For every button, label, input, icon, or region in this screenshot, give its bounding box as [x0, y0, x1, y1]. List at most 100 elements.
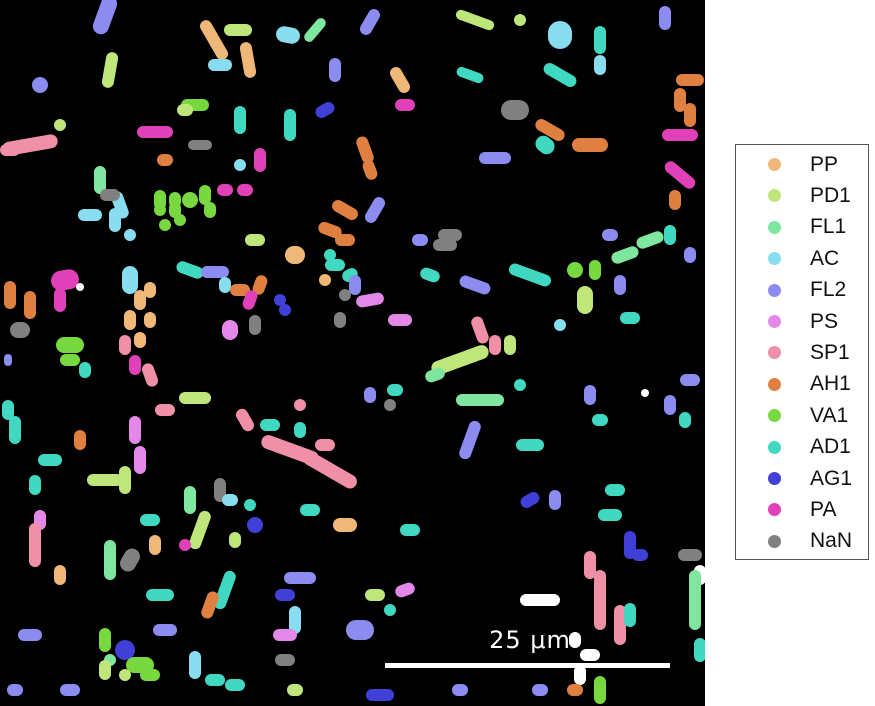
cell-segment — [334, 312, 346, 328]
cell-segment — [479, 152, 511, 164]
cell-segment — [76, 283, 84, 291]
cell-segment — [294, 399, 306, 411]
cell-segment — [390, 67, 410, 93]
legend-item-fl2: FL2 — [736, 275, 870, 306]
cell-segment — [200, 20, 228, 60]
cell-segment — [236, 408, 254, 432]
cell-segment — [680, 374, 700, 386]
cell-segment — [254, 148, 266, 172]
cell-segment — [489, 335, 501, 355]
cell-segment — [567, 684, 583, 696]
cell-segment — [520, 492, 540, 508]
cell-segment — [124, 310, 136, 330]
legend-label: PD1 — [810, 183, 851, 207]
cell-segment — [412, 234, 428, 246]
cell-segment — [548, 21, 572, 49]
cell-segment — [580, 649, 600, 661]
cell-segment — [676, 74, 704, 86]
cell-segment — [318, 221, 342, 239]
cell-segment — [87, 474, 123, 486]
cell-segment — [224, 24, 252, 36]
cell-segment — [584, 551, 596, 579]
cell-segment — [516, 439, 544, 451]
cell-segment — [100, 189, 120, 201]
legend-label: AD1 — [810, 435, 851, 459]
cell-segment — [356, 136, 374, 164]
cell-segment — [304, 18, 326, 42]
cell-segment — [129, 355, 141, 375]
cell-segment — [247, 517, 263, 533]
cell-segment — [400, 524, 420, 536]
cell-segment — [592, 414, 608, 426]
legend-label: FL1 — [810, 215, 847, 239]
cell-segment — [176, 261, 204, 279]
cell-segment — [119, 335, 131, 355]
cell-segment — [32, 77, 48, 93]
cell-segment — [315, 102, 335, 119]
cell-segment — [182, 192, 198, 208]
cell-segment — [276, 26, 300, 44]
cell-segment — [60, 684, 80, 696]
cell-segment — [362, 160, 378, 180]
cell-segment — [134, 290, 146, 310]
cell-segment — [508, 263, 552, 287]
cell-segment — [324, 249, 336, 261]
cell-segment — [140, 669, 160, 681]
cell-segment — [18, 629, 42, 641]
cell-segment — [201, 591, 219, 619]
cell-segment — [244, 499, 256, 511]
cell-segment — [554, 319, 566, 331]
cell-segment — [29, 523, 41, 567]
cell-segment — [177, 104, 193, 116]
cell-segment — [594, 55, 606, 75]
legend-item-va1: VA1 — [736, 400, 870, 431]
cell-segment — [54, 565, 66, 585]
legend-item-ac: AC — [736, 243, 870, 274]
cell-segment — [109, 208, 121, 232]
cell-segment — [199, 185, 211, 205]
cell-segment — [678, 549, 702, 561]
cell-segment — [122, 266, 138, 294]
cell-segment — [134, 446, 146, 474]
legend-swatch — [768, 158, 781, 171]
cell-segment — [694, 638, 705, 662]
cell-segment — [433, 239, 457, 251]
cell-segment — [535, 119, 565, 141]
cell-segment — [669, 190, 681, 210]
cell-segment — [611, 246, 639, 264]
cell-segment — [217, 184, 233, 196]
legend-label: NaN — [810, 529, 853, 553]
cell-segment — [284, 109, 296, 141]
cell-segment — [387, 384, 403, 396]
cell-segment — [349, 275, 361, 295]
cell-segment — [174, 214, 186, 226]
cell-segment — [335, 234, 355, 246]
cell-segment — [237, 184, 253, 196]
cell-segment — [222, 320, 238, 340]
cell-segment — [179, 392, 211, 404]
legend-swatch — [768, 315, 781, 328]
legend-swatch — [768, 377, 781, 391]
cell-segment — [214, 570, 236, 610]
cell-segment — [242, 290, 258, 310]
cell-segment — [425, 367, 445, 383]
cell-segment — [140, 514, 160, 526]
cell-segment — [549, 490, 561, 510]
cell-segment — [332, 200, 358, 220]
cell-segment — [274, 294, 286, 306]
cell-segment — [10, 322, 30, 338]
cell-segment — [535, 135, 555, 155]
cell-segment — [144, 282, 156, 298]
cell-segment — [689, 570, 701, 630]
cell-segment — [574, 665, 586, 685]
legend-label: VA1 — [810, 403, 849, 427]
cell-segment — [249, 315, 261, 335]
cell-segment — [662, 129, 698, 141]
cell-segment — [144, 312, 156, 328]
cell-segment — [459, 420, 481, 460]
cell-segment — [471, 316, 489, 344]
cell-segment — [520, 594, 560, 606]
cell-segment — [149, 535, 161, 555]
cell-segment — [2, 400, 14, 420]
